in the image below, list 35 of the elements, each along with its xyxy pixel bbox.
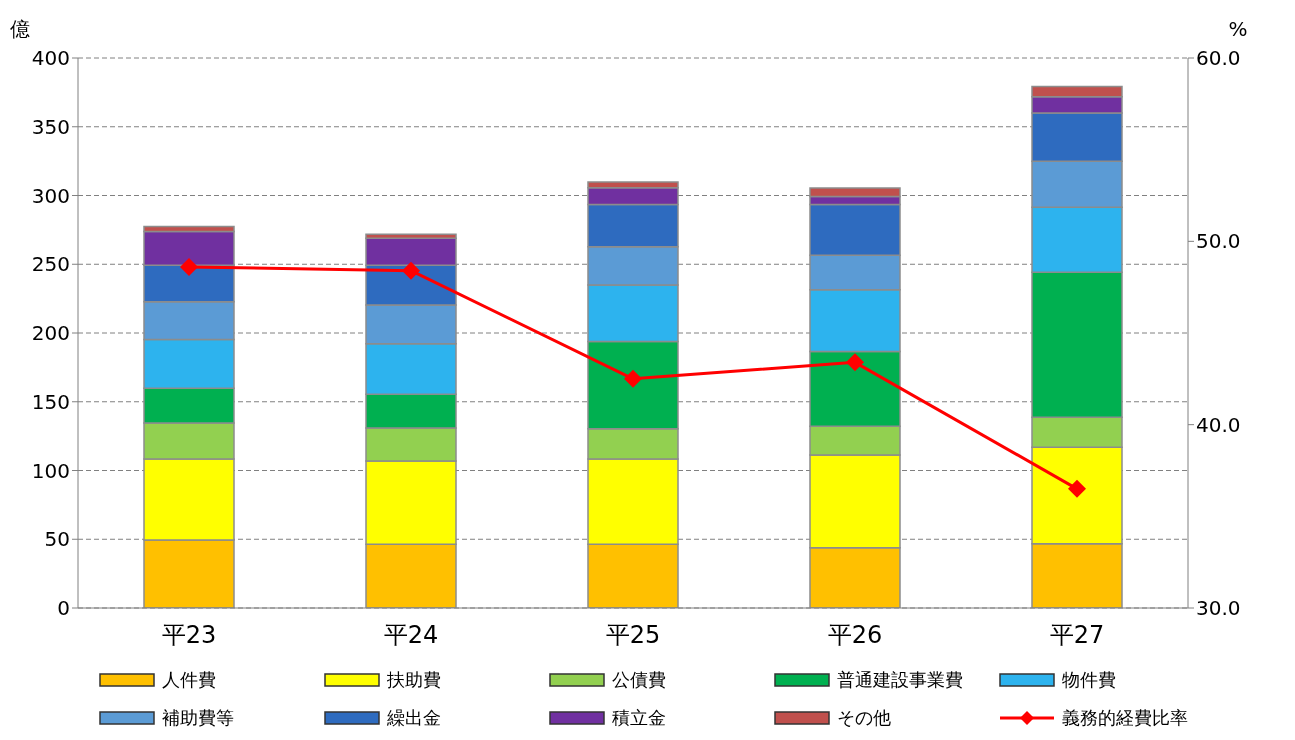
x-tick-label: 平27 — [1049, 621, 1105, 650]
x-tick-label: 平24 — [383, 621, 439, 650]
y2-tick-label: 30.0 — [1196, 596, 1241, 621]
point — [846, 353, 864, 372]
y-tick-label: 0 — [57, 596, 70, 621]
y-tick-label: 50 — [44, 527, 70, 552]
legend-label: 補助費等 — [162, 706, 234, 730]
y2-tick-label: 40.0 — [1196, 412, 1241, 437]
x-tick-label: 平25 — [605, 621, 661, 650]
legend-label: 普通建設事業費 — [837, 668, 963, 692]
legend-label: 人件費 — [162, 668, 216, 692]
y-tick-label: 200 — [31, 321, 70, 346]
point — [624, 369, 642, 388]
y2-tick-label: 60.0 — [1196, 46, 1241, 71]
y-tick-label: 250 — [31, 252, 70, 277]
x-tick-label: 平26 — [827, 621, 883, 650]
x-tick-label: 平23 — [161, 621, 217, 650]
legend-label: 扶助費 — [387, 668, 441, 692]
y-tick-label: 150 — [31, 389, 70, 414]
y-tick-label: 350 — [31, 114, 70, 139]
legend-label: 物件費 — [1062, 668, 1116, 692]
y2-tick-label: 50.0 — [1196, 229, 1241, 254]
y-axis-title: 億 — [10, 17, 30, 41]
legend-label: 義務的経費比率 — [1062, 706, 1188, 730]
y-tick-label: 300 — [31, 183, 70, 208]
legend-label: その他 — [837, 706, 891, 730]
y-tick-label: 400 — [31, 46, 70, 71]
legend-label: 積立金 — [612, 706, 666, 730]
point — [1068, 479, 1086, 498]
point — [402, 261, 420, 280]
y-tick-label: 100 — [31, 458, 70, 483]
legend-label: 繰出金 — [387, 706, 441, 730]
y2-axis-title: % — [1228, 17, 1248, 41]
point — [180, 258, 198, 276]
legend-label: 公債費 — [612, 668, 666, 692]
